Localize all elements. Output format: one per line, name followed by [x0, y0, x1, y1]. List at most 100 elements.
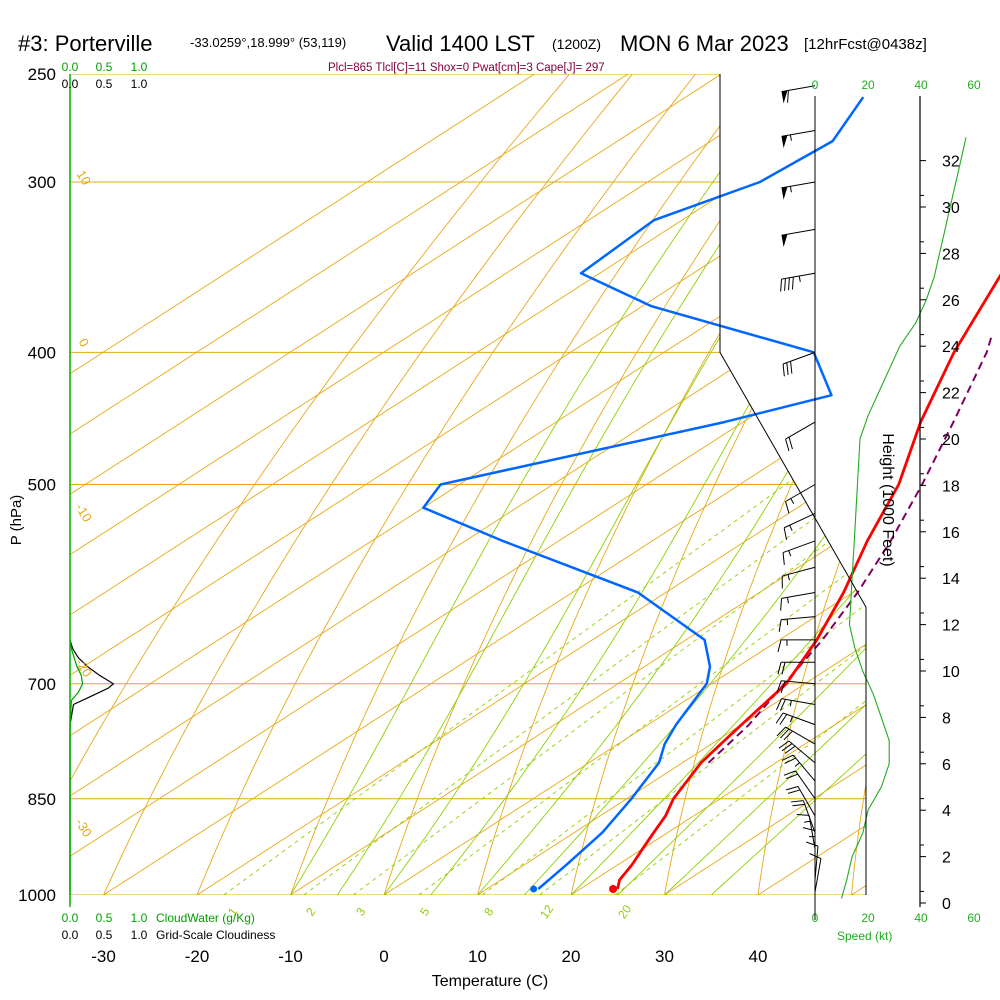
- wind-barb-flag: [791, 800, 804, 803]
- wind-barb-flag: [785, 438, 790, 452]
- dewpoint-line: [422, 96, 865, 890]
- wind-barbs: [775, 85, 822, 893]
- wind-barb-flag: [776, 680, 782, 693]
- wind-barb-flag: [779, 714, 788, 725]
- wind-barb: [783, 770, 816, 800]
- moist-adiabat-line: [477, 74, 866, 895]
- isotherm-line: [196, 74, 866, 895]
- wind-barb-staff: [785, 726, 816, 745]
- isotherm-line: [70, 74, 722, 895]
- wind-barb: [777, 639, 815, 653]
- wind-barb: [775, 712, 816, 726]
- wind-barb-half-flag: [789, 525, 793, 531]
- wind-barb-staff: [782, 351, 816, 365]
- wind-barb: [783, 512, 816, 541]
- speed-tick-top: 40: [914, 78, 928, 92]
- temperature-tick-label: 0: [379, 947, 388, 966]
- wind-barb-flag: [776, 698, 782, 711]
- wind-barb-staff: [788, 740, 816, 764]
- wind-barb-flag: [786, 773, 798, 780]
- dry-adiabat-label: 0: [76, 336, 93, 350]
- cloud-scale-bottom-green: 0.0: [62, 911, 79, 925]
- title-forecast: [12hrFcst@0438z]: [804, 36, 927, 53]
- height-tick-label: 14: [942, 571, 960, 588]
- wind-barb: [785, 421, 816, 452]
- mixing-ratio-line: [482, 351, 866, 895]
- wind-barb-flag: [786, 362, 789, 375]
- speed-tick-bottom: 40: [914, 911, 928, 925]
- wind-barb-staff: [792, 754, 816, 782]
- wind-barb-flag: [780, 728, 790, 739]
- cloudwater-legend: CloudWater (g/Kg): [156, 911, 255, 925]
- title-valid: Valid 1400 LST: [386, 31, 535, 56]
- cloud-scale-bottom-green: 1.0: [131, 911, 148, 925]
- speed-tick-bottom: 60: [967, 911, 981, 925]
- wind-barb: [782, 351, 816, 377]
- wind-barb-flag: [788, 436, 793, 450]
- wind-barb-flag: [792, 803, 805, 807]
- wind-barb: [785, 785, 816, 817]
- wind-barb-staff: [797, 786, 816, 817]
- wind-barb-flag: [780, 598, 783, 611]
- wind-barb-flag: [777, 662, 782, 675]
- cloud-scale-bottom-black: 1.0: [131, 928, 148, 942]
- pressure-tick-label: 300: [28, 173, 56, 192]
- cloud-scale-top-green: 0.0: [62, 60, 79, 74]
- wind-barb-flag: [806, 841, 819, 847]
- speed-tick-top: 0: [812, 78, 819, 92]
- wind-barb: [782, 540, 816, 565]
- height-tick-label: 26: [942, 293, 960, 310]
- wind-barb-staff: [785, 421, 816, 440]
- dry-adiabat-line: [70, 74, 570, 895]
- wind-speed-profile: [840, 137, 967, 899]
- wind-barb-half-flag: [786, 597, 789, 604]
- title-station: #3: Porterville: [18, 31, 153, 56]
- temperature-tick-label: 10: [468, 947, 487, 966]
- moist-adiabat-line: [523, 74, 866, 895]
- x-axis-title: Temperature (C): [432, 973, 548, 990]
- wind-barb-staff: [781, 591, 816, 599]
- cloudiness-legend: Grid-Scale Cloudiness: [156, 928, 275, 942]
- cloud-scale-top-black: 0.5: [96, 77, 113, 91]
- speed-tick-bottom: 20: [861, 911, 875, 925]
- wind-barb-flag: [780, 279, 783, 292]
- wind-barb-staff: [782, 540, 816, 554]
- isotherm-line: [664, 74, 866, 895]
- mixing-ratio-line: [539, 351, 866, 895]
- surface-temperature-dot: [609, 885, 618, 893]
- wind-barb-staff: [782, 712, 816, 726]
- background-lines: [70, 74, 866, 895]
- dry-adiabat-line: [103, 74, 633, 895]
- isotherm-line: [103, 74, 866, 895]
- mixing-ratio-label: 2: [303, 905, 318, 919]
- cloudwater-line: [69, 639, 84, 895]
- wind-barb: [806, 841, 819, 881]
- wind-barb-flag: [777, 639, 782, 653]
- dry-adiabat-line: [757, 74, 866, 895]
- wind-barb-flag: [783, 770, 796, 776]
- wind-barb: [781, 566, 816, 589]
- height-tick-label: 6: [942, 757, 951, 774]
- dry-adiabat-line: [290, 74, 759, 895]
- wind-barb-flag: [785, 785, 799, 791]
- cloud-scale-top-black: 0.0: [62, 77, 79, 91]
- height-tick-label: 22: [942, 386, 960, 403]
- temperature-tick-label: 20: [562, 947, 581, 966]
- dry-adiabat-label: 10: [74, 168, 94, 188]
- cloud-scale-bottom-black: 0.5: [96, 928, 113, 942]
- wind-barb-flag: [796, 813, 810, 816]
- wind-barb-staff: [781, 698, 816, 706]
- wind-barb-flag: [782, 363, 785, 377]
- wind-barb-flag: [784, 745, 796, 754]
- title-utc: (1200Z): [552, 36, 601, 52]
- wind-barb-half-flag: [794, 762, 800, 767]
- cloud-scale-bottom-black: 0.0: [62, 928, 79, 942]
- wind-barb-half-flag: [789, 716, 793, 723]
- height-tick-label: 20: [942, 432, 960, 449]
- wind-barb-flag: [778, 740, 790, 749]
- wind-barb-flag: [790, 361, 793, 374]
- wind-barb-flag: [783, 527, 788, 541]
- height-tick-label: 12: [942, 618, 960, 635]
- wind-barb-half-flag: [789, 700, 792, 707]
